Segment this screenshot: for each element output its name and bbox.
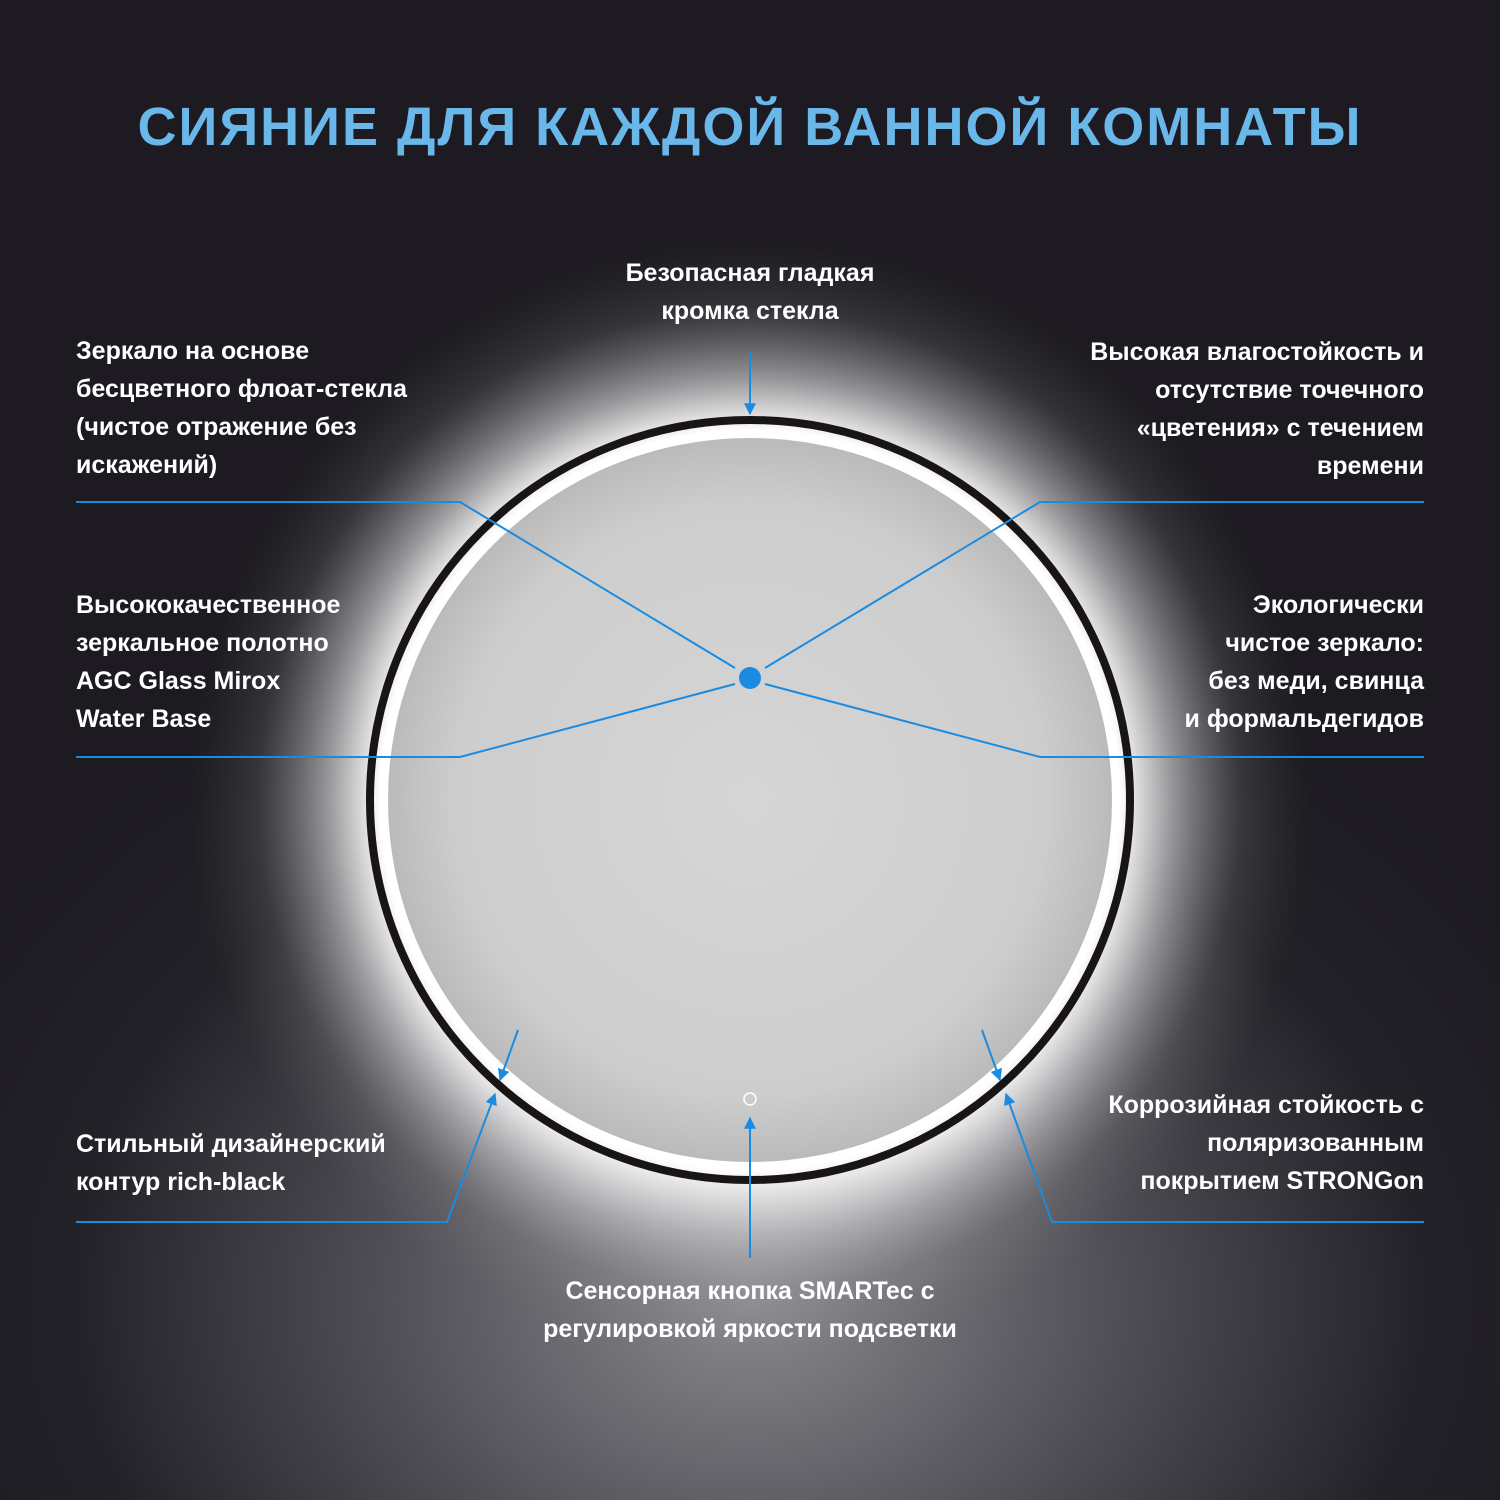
callout-left-bottom: Стильный дизайнерский контур rich-black	[76, 1130, 386, 1196]
callout-bottom: Сенсорная кнопка SMARTec с регулировкой …	[543, 1277, 957, 1343]
touch-button-icon	[743, 1092, 757, 1106]
mirror-glass	[388, 438, 1112, 1162]
callout-left-mid: Высококачественное зеркальное полотно AG…	[76, 591, 341, 733]
callout-right-mid: Экологически чистое зеркало: без меди, с…	[1184, 591, 1424, 733]
callout-right-top: Высокая влагостойкость и отсутствие точе…	[1090, 338, 1424, 480]
callout-right-bottom: Коррозийная стойкость с поляризованным п…	[1108, 1091, 1424, 1195]
center-dot	[739, 667, 761, 689]
callout-left-top: Зеркало на основе бесцветного флоат-стек…	[76, 337, 408, 479]
page-title: СИЯНИЕ ДЛЯ КАЖДОЙ ВАННОЙ КОМНАТЫ	[137, 97, 1363, 157]
callout-lines	[76, 352, 1424, 1258]
callout-top: Безопасная гладкая кромка стекла	[625, 259, 875, 325]
